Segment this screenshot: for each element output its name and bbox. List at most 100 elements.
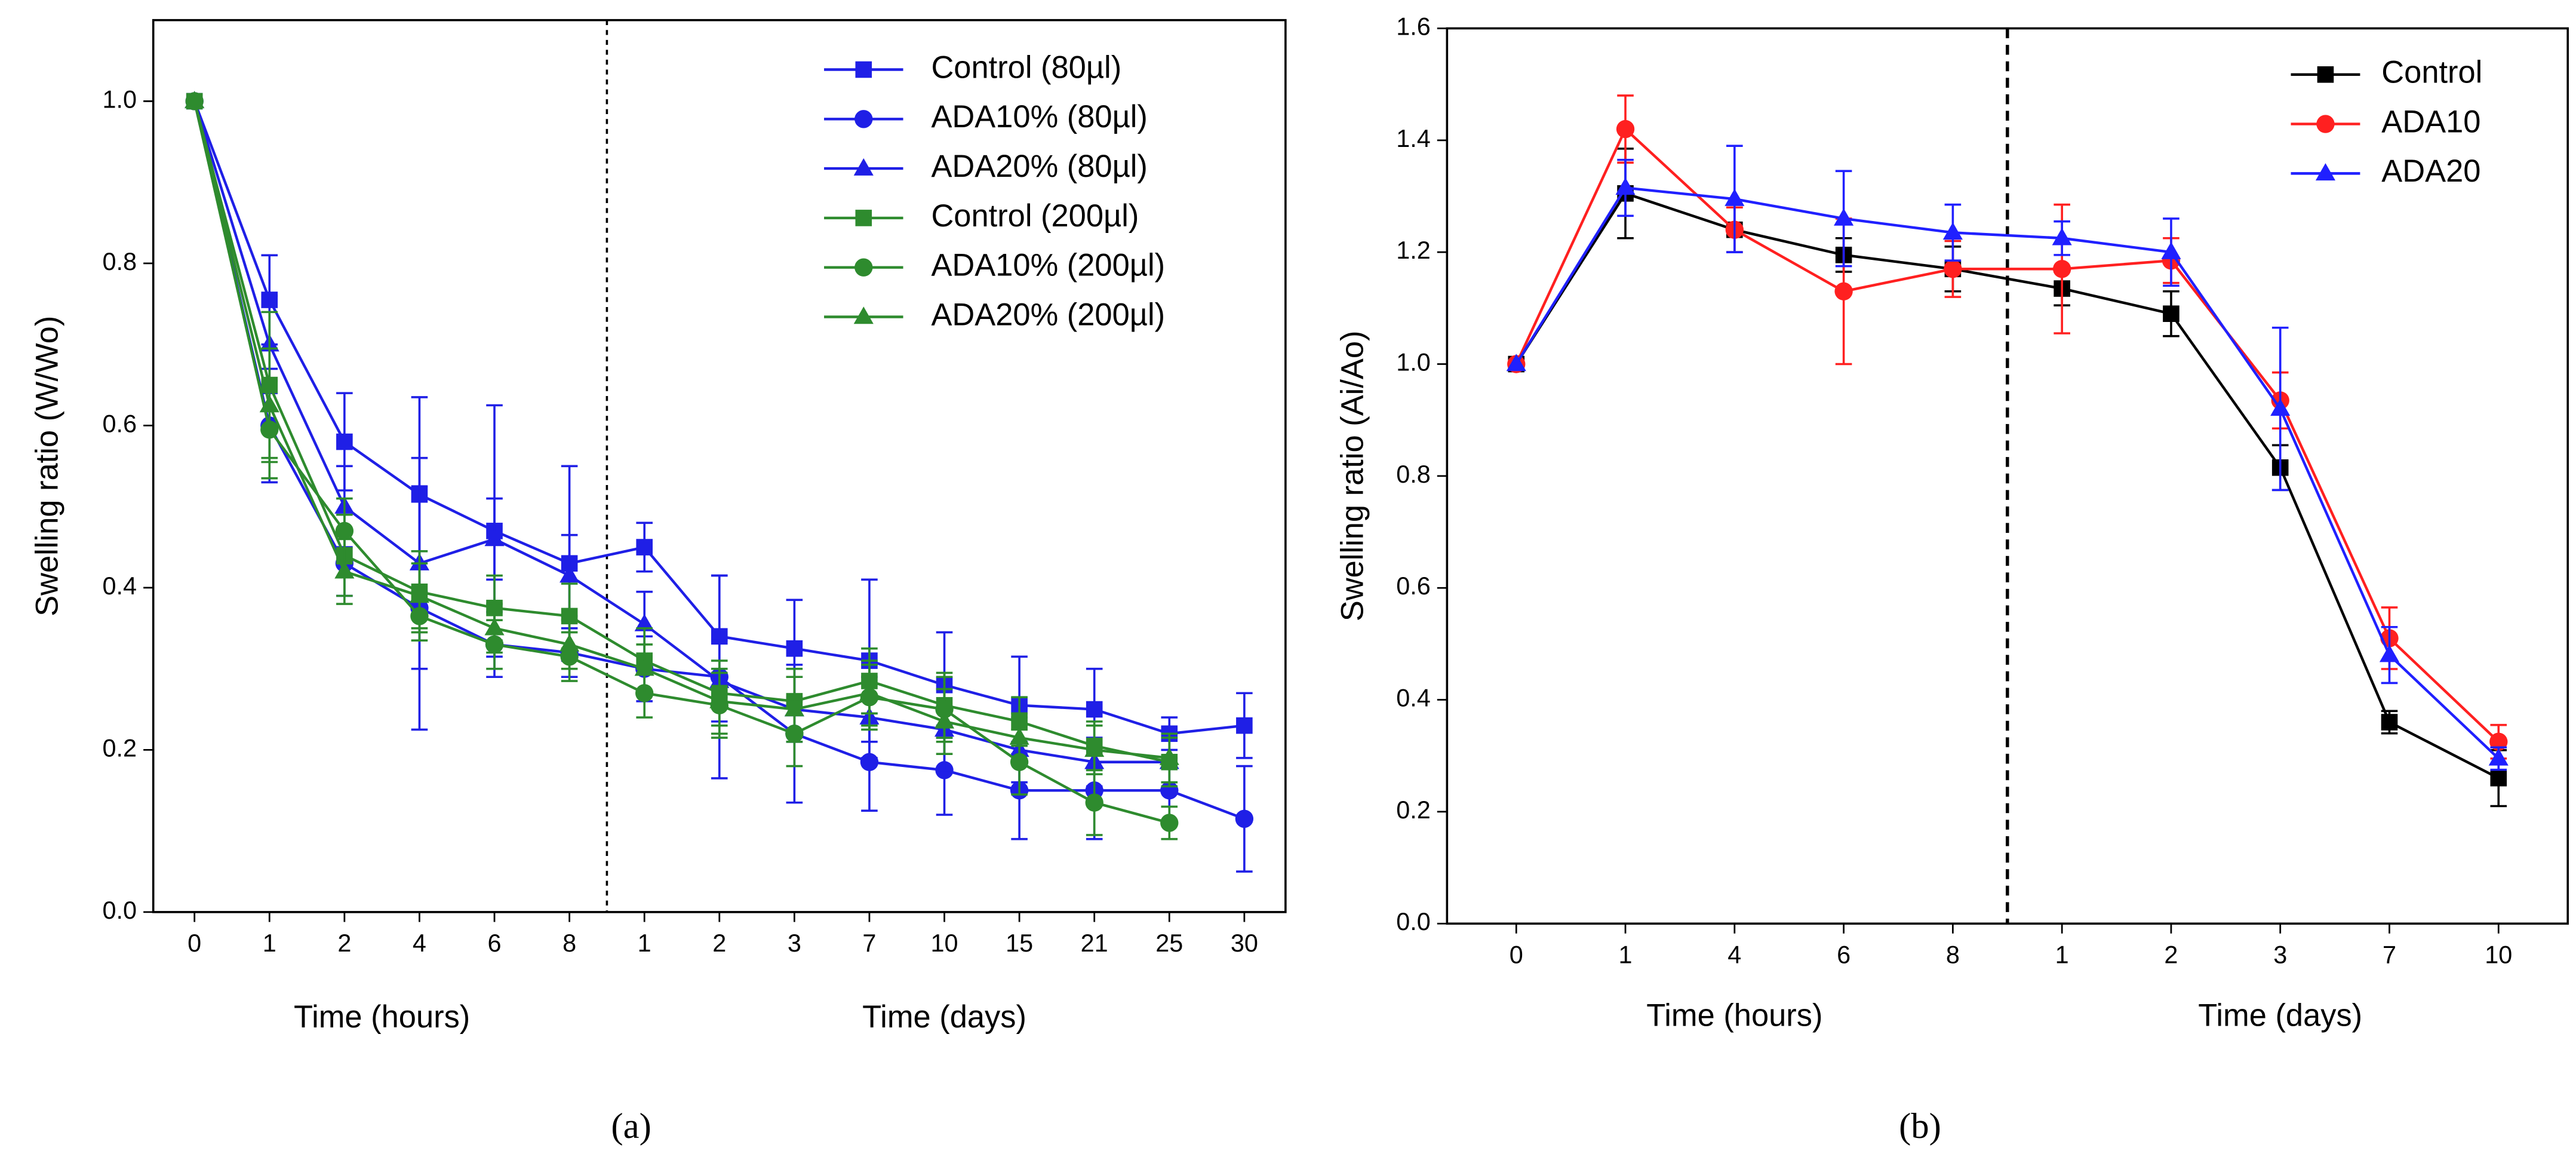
marker: [1724, 188, 1745, 206]
y-axis-label: Swelling ratio (Ai/Ao): [1336, 331, 1370, 622]
y-tick-label: 1.4: [1396, 125, 1431, 152]
legend-label: ADA20: [2381, 154, 2480, 189]
y-tick-label: 0.8: [1396, 461, 1431, 488]
marker: [859, 683, 880, 701]
y-tick-label: 0.0: [1396, 908, 1431, 935]
marker: [1506, 354, 1526, 372]
marker: [855, 61, 872, 78]
legend-label: Control (80µl): [931, 50, 1121, 85]
legend-label: ADA20% (200µl): [931, 297, 1165, 332]
marker: [2052, 260, 2071, 278]
x-axis-label: Time (days): [862, 1000, 1026, 1035]
x-tick-label: 8: [1946, 941, 1960, 968]
marker: [185, 91, 205, 109]
x-tick-label: 7: [862, 929, 876, 957]
marker: [409, 585, 429, 603]
marker: [1236, 717, 1253, 734]
marker: [934, 711, 955, 729]
marker: [2490, 769, 2507, 787]
x-tick-label: 1: [263, 929, 276, 957]
y-tick-label: 1.0: [1396, 348, 1431, 376]
marker: [484, 529, 505, 547]
marker: [853, 306, 874, 324]
legend-label: Control: [2381, 56, 2482, 90]
x-tick-label: 1: [2055, 941, 2069, 968]
marker: [1009, 727, 1029, 745]
x-axis-label: Time (hours): [1646, 998, 1822, 1033]
marker: [2381, 714, 2398, 731]
marker: [634, 658, 654, 676]
x-tick-label: 21: [1081, 929, 1108, 957]
legend-label: Control (200µl): [931, 199, 1139, 234]
marker: [1944, 260, 1962, 278]
marker: [854, 110, 873, 128]
x-tick-label: 2: [712, 929, 726, 957]
marker: [854, 258, 873, 277]
y-tick-label: 0.2: [1396, 796, 1431, 824]
x-tick-label: 8: [562, 929, 576, 957]
marker: [560, 634, 580, 652]
x-tick-label: 4: [1727, 941, 1741, 968]
marker: [1834, 282, 1853, 300]
marker: [336, 433, 353, 450]
y-axis-label: Swelling ratio (W/Wo): [30, 316, 65, 616]
marker: [2379, 645, 2400, 662]
panel-label: (b): [1899, 1106, 1941, 1146]
marker: [2052, 228, 2072, 246]
legend-label: ADA10% (80µl): [931, 100, 1147, 134]
y-tick-label: 0.8: [103, 248, 137, 275]
x-axis-label: Time (hours): [294, 1000, 470, 1035]
marker: [1085, 793, 1103, 812]
marker: [560, 565, 580, 583]
marker: [1159, 747, 1179, 765]
marker: [2161, 241, 2181, 259]
series-line: [1515, 192, 2500, 780]
y-tick-label: 0.6: [1396, 572, 1431, 600]
marker: [484, 618, 505, 636]
marker: [855, 210, 872, 226]
legend-label: ADA20% (80µl): [931, 149, 1147, 184]
series-line: [193, 100, 1170, 824]
marker: [1615, 177, 1636, 195]
marker: [853, 158, 874, 176]
marker: [709, 691, 730, 708]
y-tick-label: 1.0: [103, 85, 137, 113]
x-tick-label: 2: [2164, 941, 2178, 968]
panel-label: (a): [611, 1106, 651, 1146]
x-tick-label: 25: [1155, 929, 1183, 957]
y-tick-label: 1.2: [1396, 237, 1431, 264]
y-tick-label: 0.0: [103, 897, 137, 924]
marker: [334, 561, 355, 579]
series-line: [193, 100, 1170, 763]
x-tick-label: 6: [488, 929, 502, 957]
marker: [1616, 119, 1635, 139]
x-tick-label: 10: [2485, 941, 2512, 968]
marker: [2270, 398, 2291, 416]
marker: [2316, 115, 2335, 133]
x-tick-label: 10: [931, 929, 958, 957]
series-line: [193, 100, 1170, 760]
marker: [335, 521, 354, 541]
x-tick-label: 30: [1231, 929, 1258, 957]
marker: [634, 613, 654, 631]
x-tick-label: 15: [1006, 929, 1033, 957]
marker: [2317, 66, 2334, 83]
series-line: [1515, 186, 2500, 760]
x-tick-label: 4: [413, 929, 426, 957]
x-tick-label: 2: [337, 929, 351, 957]
y-tick-label: 0.2: [103, 734, 137, 762]
y-tick-label: 0.4: [103, 572, 137, 600]
marker: [1084, 739, 1105, 757]
x-tick-label: 0: [187, 929, 201, 957]
y-tick-label: 1.6: [1396, 13, 1431, 40]
marker: [2315, 163, 2336, 181]
x-tick-label: 1: [1619, 941, 1633, 968]
x-tick-label: 6: [1837, 941, 1850, 968]
marker: [784, 699, 804, 717]
x-tick-label: 1: [638, 929, 651, 957]
y-tick-label: 0.6: [103, 410, 137, 437]
series-line: [193, 100, 1170, 763]
marker: [1834, 208, 1854, 226]
marker: [786, 640, 803, 657]
